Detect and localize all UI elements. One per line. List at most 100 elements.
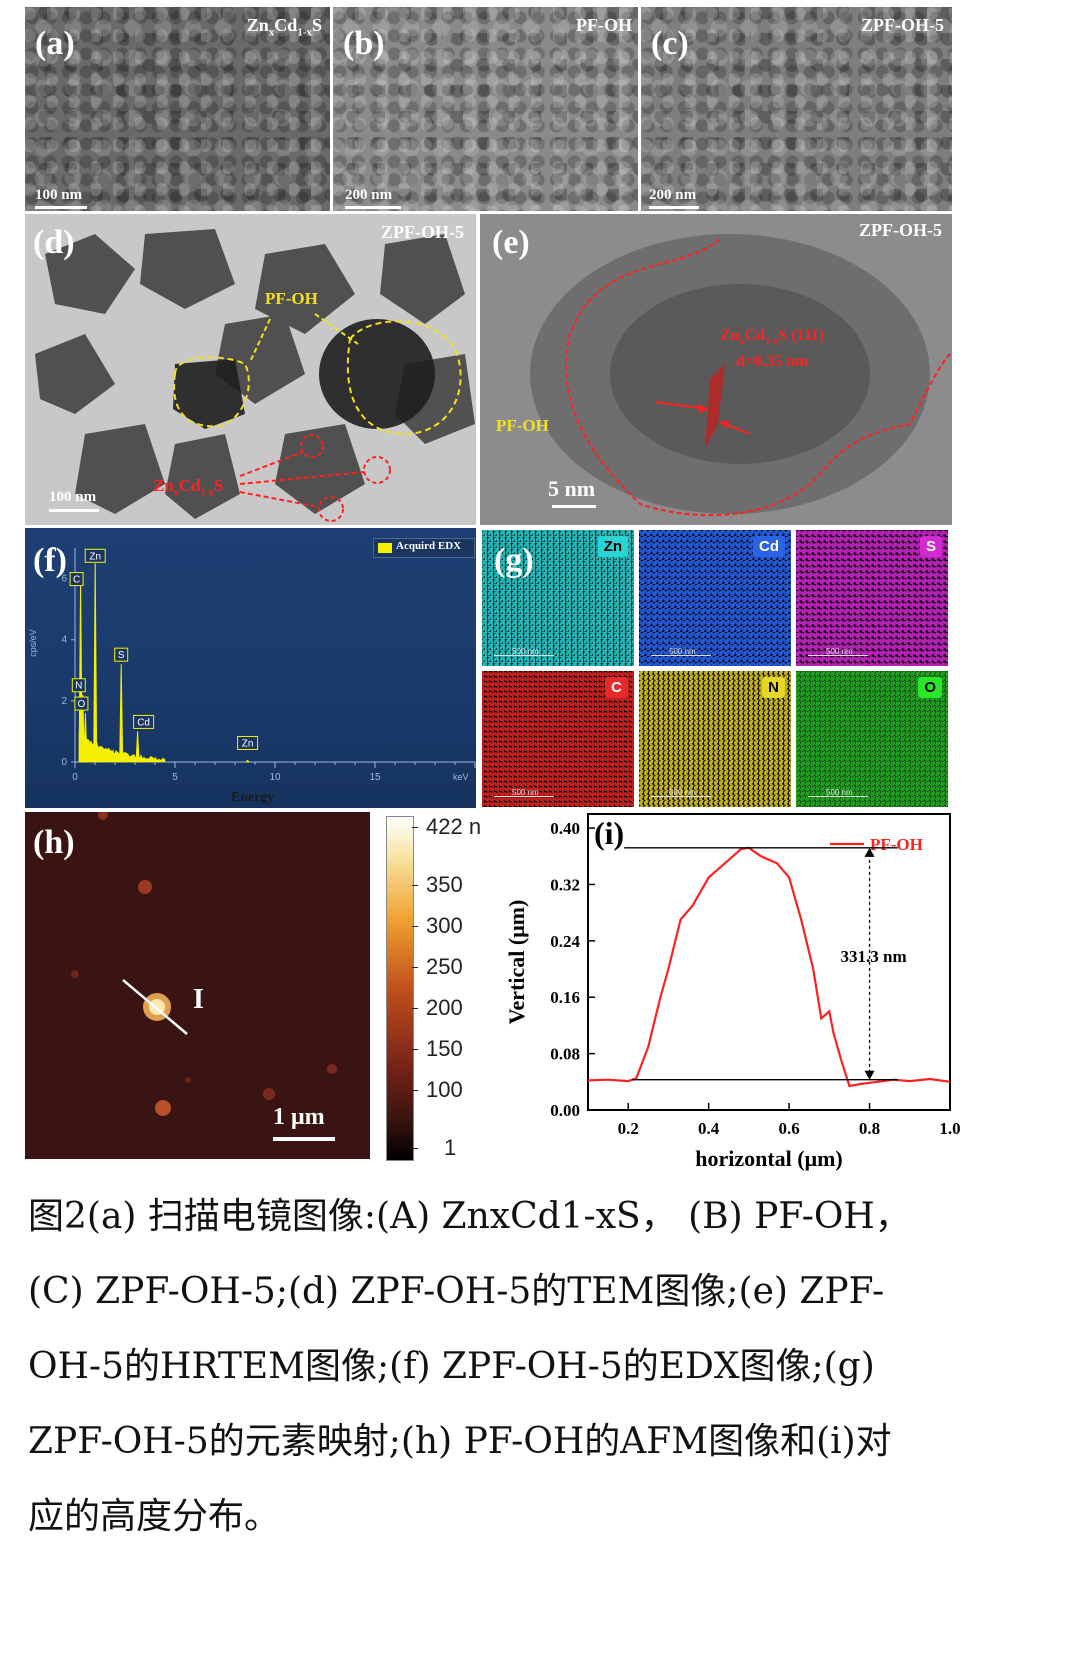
panel-label-g: (g) xyxy=(494,542,534,580)
colorbar-tick xyxy=(412,827,418,828)
element-map-s: S 500 nm xyxy=(796,530,948,666)
panel-label-c: (c) xyxy=(651,25,689,63)
edx-xlabel: Energy xyxy=(231,790,275,806)
element-label: S xyxy=(920,536,942,557)
edx-x-tick-label: 0 xyxy=(72,772,78,783)
edx-peak-label: C xyxy=(73,575,80,586)
caption-line-2: (C) ZPF-OH-5;(d) ZPF-OH-5的TEM图像;(e) ZPF- xyxy=(28,1265,1058,1318)
panel-title-a: ZnxCd1-xS xyxy=(247,15,322,39)
edx-peak xyxy=(84,713,87,762)
edx-legend: Acquird EDX xyxy=(373,538,475,558)
element-label: Zn xyxy=(598,536,628,557)
afm-marker: I xyxy=(193,984,204,1016)
element-map-n: N 500 nm xyxy=(639,671,791,807)
height-profile-chart: 0.2 0.4 0.6 0.8 1.0 0.00 0.08 0.16 0.24 0.32 0.40 h… xyxy=(480,812,980,1172)
element-map-o: O 500 nm xyxy=(796,671,948,807)
profile-x-tick-label: 0.6 xyxy=(778,1119,799,1138)
colorbar-tick-label: 150 xyxy=(426,1036,463,1062)
scale-label-c: 200 nm xyxy=(649,187,696,204)
panel-title-d: ZPF-OH-5 xyxy=(381,222,464,243)
element-scale-label: 500 nm xyxy=(826,788,853,797)
tem-image xyxy=(25,214,476,525)
profile-y-tick-label: 0.00 xyxy=(550,1101,580,1120)
panel-label-d: (d) xyxy=(33,224,75,262)
panel-title-e: ZPF-OH-5 xyxy=(859,220,942,241)
profile-legend-label: PF-OH xyxy=(870,835,923,854)
colorbar-tick xyxy=(412,885,418,886)
edx-y-tick-label: 4 xyxy=(61,635,67,646)
edx-peak-label: O xyxy=(78,699,86,710)
colorbar-tick xyxy=(412,1008,418,1009)
sem-panel-c: (c) ZPF-OH-5 200 nm xyxy=(641,7,952,211)
edx-peak-label: S xyxy=(118,650,125,661)
caption-line-1: 图2(a) 扫描电镜图像:(A) ZnxCd1-xS， (B) PF-OH， xyxy=(28,1190,1058,1243)
sem-panel-b: (b) PF-OH 200 nm xyxy=(333,7,638,211)
colorbar-tick xyxy=(412,1148,418,1149)
scale-label-d: 100 nm xyxy=(49,489,96,506)
tem-panel-d: (d) ZPF-OH-5 PF-OH ZnxCd1-xS 100 nm xyxy=(25,214,476,525)
colorbar-tick xyxy=(412,926,418,927)
edx-panel-f: 0 5 10 15 0 2 4 6 C N O Zn S Cd Zn (f) Acquird EDX cps… xyxy=(25,528,476,808)
edx-peak xyxy=(120,664,123,762)
edx-legend-text: Acquird EDX xyxy=(396,540,461,552)
profile-y-tick-label: 0.24 xyxy=(550,932,580,951)
profile-height-annotation: 331.3 nm xyxy=(840,947,906,966)
profile-x-tick-label: 0.8 xyxy=(859,1119,880,1138)
profile-y-tick-label: 0.08 xyxy=(550,1045,580,1064)
panel-label-i: (i) xyxy=(594,815,624,851)
edx-peak xyxy=(94,563,97,762)
panel-title-c: ZPF-OH-5 xyxy=(861,15,944,36)
caption-line-3: OH-5的HRTEM图像;(f) ZPF-OH-5的EDX图像;(g) xyxy=(28,1340,1058,1393)
sem-panel-a: (a) ZnxCd1-xS 100 nm xyxy=(25,7,330,211)
panel-label-e: (e) xyxy=(492,224,530,262)
mapping-panel-g: Zn 500 nm Cd 500 nm S 500 nm C 500 nm N 500 nm O 50… xyxy=(480,528,952,808)
profile-panel-i: 0.2 0.4 0.6 0.8 1.0 0.00 0.08 0.16 0.24 0.32 0.40 h… xyxy=(480,812,980,1172)
element-label: N xyxy=(762,677,785,698)
annotation-zcs-d: ZnxCd1-xS xyxy=(153,476,223,498)
edx-x-tick-label: 15 xyxy=(369,772,381,783)
figure-caption: 图2(a) 扫描电镜图像:(A) ZnxCd1-xS， (B) PF-OH， (… xyxy=(28,1190,1058,1543)
panel-label-h: (h) xyxy=(33,824,75,862)
annotation-lattice-e: ZnxCd1-xS (111) d=0.35 nm xyxy=(720,326,824,372)
colorbar-tick xyxy=(412,967,418,968)
scale-bar-a xyxy=(35,206,87,209)
profile-y-tick-label: 0.40 xyxy=(550,819,580,838)
element-map-cd: Cd 500 nm xyxy=(639,530,791,666)
profile-x-tick-label: 0.4 xyxy=(698,1119,720,1138)
scale-bar-b xyxy=(345,206,401,209)
panel-label-a: (a) xyxy=(35,25,75,63)
profile-x-tick-label: 1.0 xyxy=(939,1119,960,1138)
element-scale-label: 500 nm xyxy=(669,788,696,797)
profile-y-tick-label: 0.32 xyxy=(550,875,580,894)
annotation-pfoh-d: PF-OH xyxy=(265,289,318,309)
scale-bar-e xyxy=(552,505,596,508)
colorbar-tick xyxy=(412,1090,418,1091)
edx-y-tick-label: 0 xyxy=(61,757,67,768)
element-scale-label: 500 nm xyxy=(826,647,853,656)
element-scale-label: 500 nm xyxy=(512,788,539,797)
edx-peak-label: N xyxy=(75,681,82,692)
edx-y-tick-label: 2 xyxy=(61,696,67,707)
caption-line-4: ZPF-OH-5的元素映射;(h) PF-OH的AFM图像和(i)对 xyxy=(28,1415,1058,1468)
profile-x-axis-label: horizontal (μm) xyxy=(695,1146,843,1171)
element-label: O xyxy=(918,677,942,698)
profile-x-tick-label: 0.2 xyxy=(618,1119,639,1138)
panel-label-f: (f) xyxy=(33,542,67,580)
element-scale-label: 500 nm xyxy=(669,647,696,656)
profile-y-axis-label: Vertical (μm) xyxy=(504,900,529,1025)
profile-series-line xyxy=(588,848,950,1086)
colorbar-tick-label: 250 xyxy=(426,954,463,980)
panel-title-b: PF-OH xyxy=(576,15,632,36)
colorbar-tick-label: 300 xyxy=(426,913,463,939)
element-scale-label: 500 nm xyxy=(512,647,539,656)
scale-label-b: 200 nm xyxy=(345,187,392,204)
edx-peak-label: Zn xyxy=(242,738,254,749)
edx-spectrum: 0 5 10 15 0 2 4 6 C NO Zn S Cd Zn xyxy=(25,528,476,808)
scale-label-a: 100 nm xyxy=(35,187,82,204)
panel-label-b: (b) xyxy=(343,25,385,63)
edx-peak-label: Zn xyxy=(89,551,101,562)
colorbar-tick-label: 200 xyxy=(426,995,463,1021)
element-map-c: C 500 nm xyxy=(482,671,634,807)
scale-label-e: 5 nm xyxy=(548,476,595,502)
scale-bar-h xyxy=(273,1137,335,1141)
